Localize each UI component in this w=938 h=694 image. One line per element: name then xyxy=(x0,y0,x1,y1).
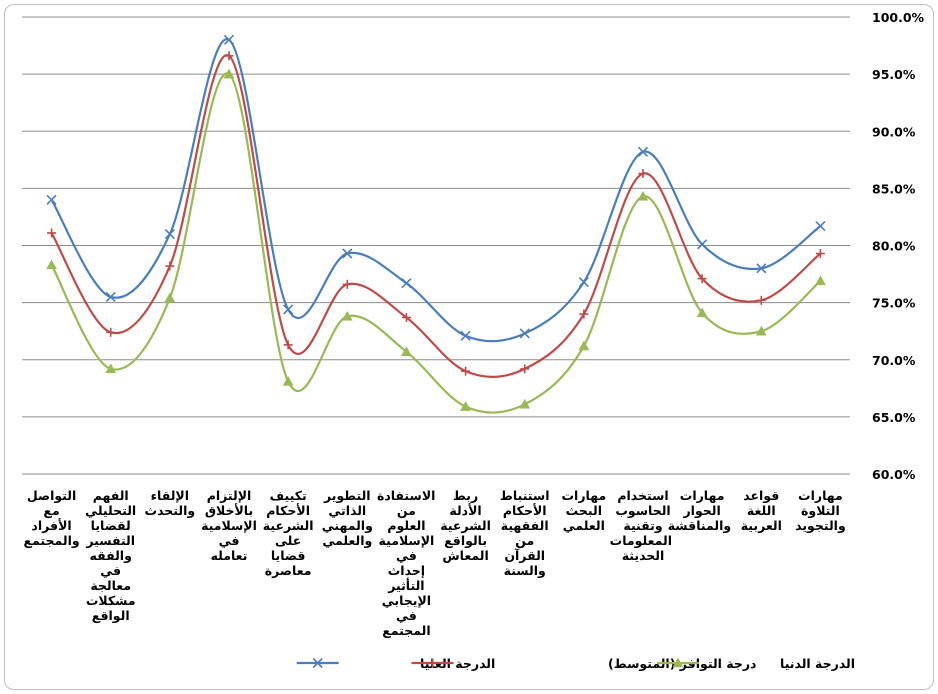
x-category-label: استنباط الأحكام الفقهية من القرآن والسنة xyxy=(499,488,550,578)
legend-marker xyxy=(312,657,323,669)
data-point xyxy=(283,304,294,315)
data-point xyxy=(223,68,235,79)
x-category-label: الفهم التحليلي لقضايا التفسير والفقه في … xyxy=(85,488,137,623)
series-lines xyxy=(46,34,826,414)
y-tick-label: 100.0% xyxy=(872,10,925,25)
data-point xyxy=(105,291,116,302)
data-point xyxy=(756,263,767,274)
data-point xyxy=(697,274,707,284)
x-category-label: مهارات الحوار والمناقشة xyxy=(667,488,732,533)
data-point xyxy=(164,292,176,303)
data-point xyxy=(519,398,531,409)
data-point xyxy=(815,221,826,232)
data-point xyxy=(755,325,767,336)
data-point xyxy=(638,169,648,179)
x-category-label: قواعد اللغة العربية xyxy=(740,488,782,533)
data-point xyxy=(341,310,353,321)
series-line xyxy=(50,54,822,378)
data-point xyxy=(46,259,57,270)
data-point xyxy=(46,194,57,205)
series-line xyxy=(50,38,822,343)
series-x xyxy=(46,34,826,343)
y-tick-label: 75.0% xyxy=(872,296,916,311)
y-tick-label: 65.0% xyxy=(872,410,916,425)
x-category-label: التطوير الذاتي والمهني والعلمي xyxy=(321,488,373,548)
data-point xyxy=(697,239,708,250)
legend-marker xyxy=(672,657,684,668)
y-tick-label: 95.0% xyxy=(872,67,916,82)
series-triangle xyxy=(46,68,826,414)
x-category-label: الإلقاء والتحدث xyxy=(144,488,196,518)
data-point xyxy=(637,146,649,157)
legend-item: الدرجة العليا xyxy=(296,656,495,671)
chart-frame xyxy=(4,4,934,690)
data-point xyxy=(47,228,57,238)
x-category-label: الإلتزام بالأخلاق الإسلامية في تعامله xyxy=(201,488,257,563)
y-tick-label: 85.0% xyxy=(872,181,916,196)
data-point xyxy=(342,248,353,259)
data-point xyxy=(223,34,235,45)
data-point xyxy=(579,309,589,319)
data-point xyxy=(578,276,589,288)
y-tick-label: 80.0% xyxy=(872,239,916,254)
data-point xyxy=(106,327,116,337)
y-tick-label: 90.0% xyxy=(872,124,916,139)
legend-item: الدرجة الدنيا xyxy=(656,656,855,671)
data-point xyxy=(401,312,411,322)
legend: الدرجة العليا درجة التوافر (المتوسط) الدرج… xyxy=(296,656,855,671)
data-point xyxy=(460,401,471,411)
data-point xyxy=(696,307,708,318)
x-category-label: ربط الأدلة الشرعية بالواقع المعاش xyxy=(440,488,491,563)
data-point xyxy=(401,278,412,289)
data-point xyxy=(401,346,412,357)
data-point xyxy=(461,366,471,376)
x-category-label: مهارات التلاوة والتجويد xyxy=(795,488,846,533)
gridlines xyxy=(22,16,850,475)
data-point xyxy=(815,275,826,286)
x-category-label: مهارات البحث العلمي xyxy=(561,488,607,533)
data-point xyxy=(105,363,117,374)
data-point xyxy=(520,364,530,374)
data-point xyxy=(519,328,530,339)
x-category-label: التواصل مع الأفراد والمجتمع xyxy=(23,488,80,548)
x-category-label: تكييف الأحكام الشرعية على قضايا معاصرة xyxy=(262,488,314,578)
y-axis-tick-labels: 60.0% 65.0% 70.0% 75.0% 80.0% 85.0% 90.0% 95.0%… xyxy=(872,10,925,482)
data-point xyxy=(460,330,471,341)
x-category-label: الاستفادة من العلوم الإسلامية في إحداث ا… xyxy=(376,488,436,638)
y-tick-label: 60.0% xyxy=(872,467,916,482)
series-line xyxy=(50,72,822,414)
data-point xyxy=(342,279,352,289)
y-tick-label: 70.0% xyxy=(872,353,916,368)
series-plus xyxy=(47,51,825,378)
data-point xyxy=(224,51,234,61)
legend-label: الدرجة الدنيا xyxy=(780,656,855,671)
data-point xyxy=(578,340,590,351)
x-category-label: استخدام الحاسوب وتقنية المعلومات الحديثة xyxy=(609,488,672,563)
data-point xyxy=(282,375,294,386)
data-point xyxy=(815,248,825,258)
legend-marker xyxy=(428,658,438,668)
data-point xyxy=(164,229,175,240)
legend-label: الدرجة العليا xyxy=(420,656,495,671)
data-point xyxy=(165,261,175,271)
data-point xyxy=(637,190,649,201)
data-point xyxy=(283,340,293,350)
data-point xyxy=(756,295,766,305)
